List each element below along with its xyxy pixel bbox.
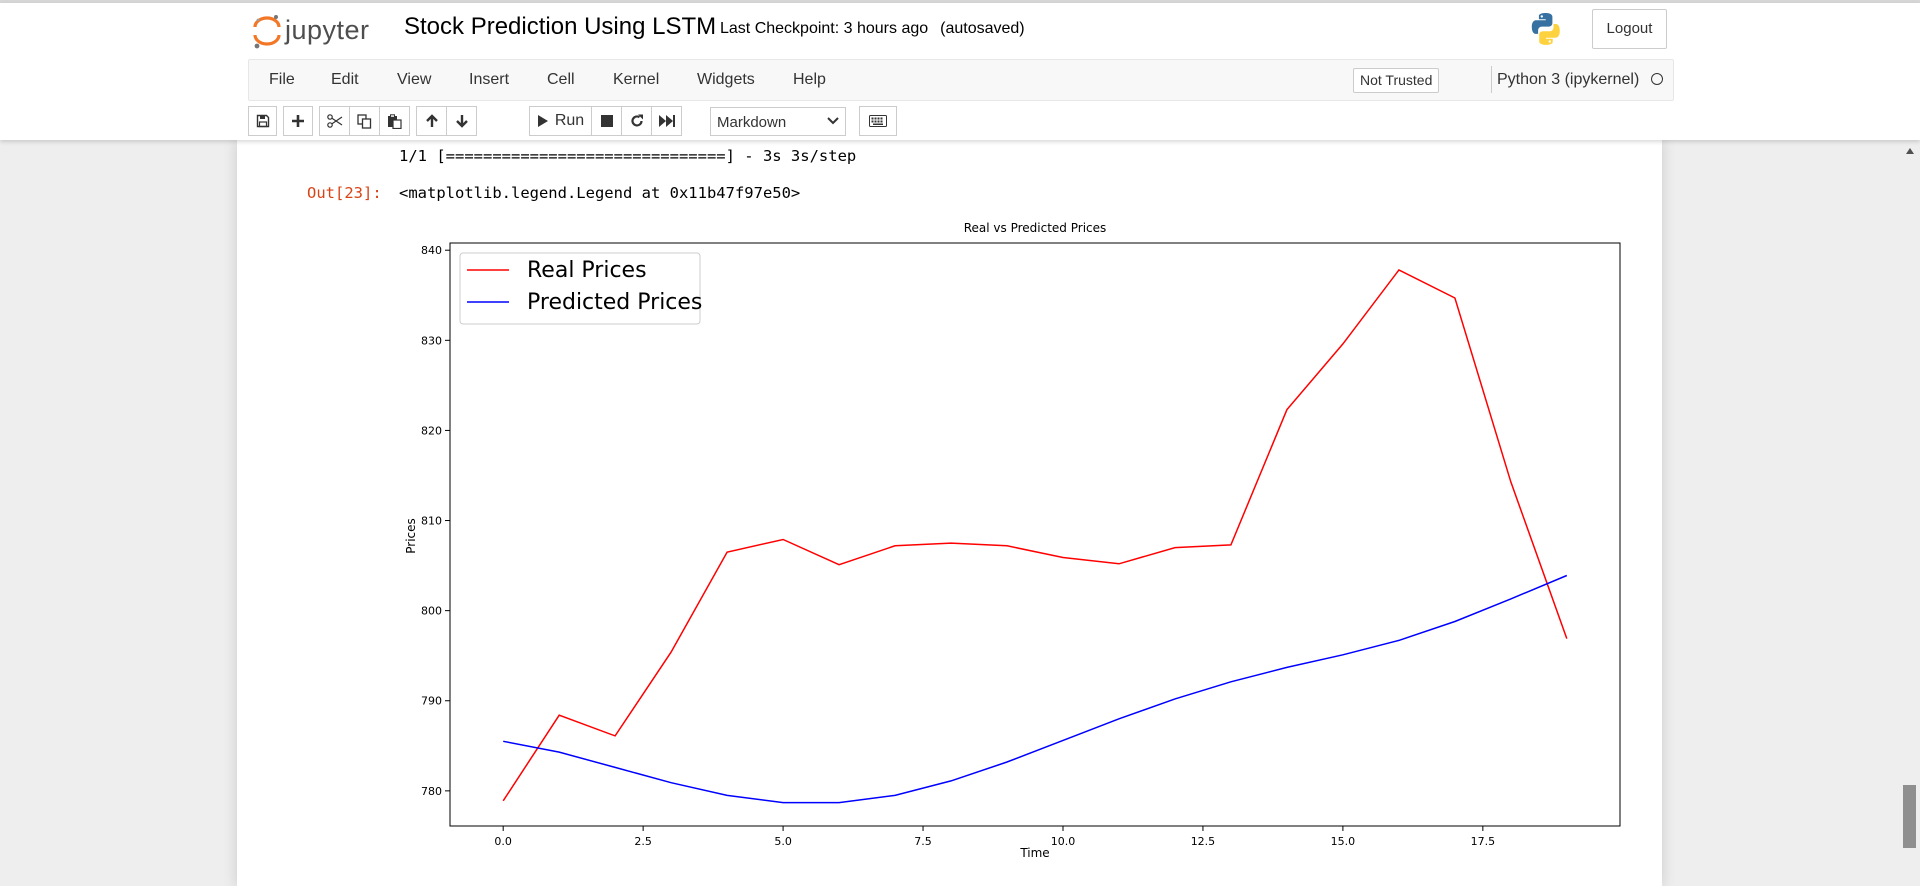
y-tick-label: 840 — [421, 244, 442, 257]
restart-icon — [630, 114, 643, 127]
real-prices-line — [502, 269, 1568, 802]
interrupt-button[interactable] — [591, 106, 622, 136]
y-tick-label: 780 — [421, 785, 442, 798]
x-tick-label: 17.5 — [1471, 835, 1496, 848]
stop-icon — [600, 115, 613, 127]
x-axis-label: Time — [1019, 846, 1049, 860]
top-border — [0, 0, 1920, 3]
menu-widgets[interactable]: Widgets — [697, 71, 755, 88]
y-tick-label: 830 — [421, 334, 442, 347]
fast-forward-icon — [658, 115, 675, 127]
cut-icon — [326, 114, 342, 128]
jupyter-wordmark: jupyter — [285, 15, 370, 45]
save-icon — [256, 114, 269, 128]
scrollbar[interactable] — [1900, 140, 1920, 886]
checkpoint-status: Last Checkpoint: 3 hours ago (autosaved) — [720, 20, 1025, 38]
legend-label-real: Real Prices — [527, 258, 647, 283]
legend-box — [459, 252, 701, 325]
x-tick-label: 10.0 — [1051, 835, 1076, 848]
menu-view[interactable]: View — [397, 71, 432, 88]
notebook-header: jupyter Stock Prediction Using LSTM Last… — [0, 3, 1920, 140]
move-down-button[interactable] — [446, 106, 477, 136]
cell-type-value: Markdown — [717, 114, 787, 131]
cut-button[interactable] — [319, 106, 350, 136]
x-tick-label: 5.0 — [774, 835, 792, 848]
plus-icon — [292, 115, 304, 127]
plot-area — [449, 242, 1621, 827]
y-tick-label: 810 — [421, 515, 442, 528]
menu-bar: File Edit View Insert Cell Kernel Widget… — [248, 59, 1674, 101]
kernel-name[interactable]: Python 3 (ipykernel) — [1497, 71, 1640, 88]
x-tick-label: 7.5 — [914, 835, 932, 848]
predicted-prices-line — [503, 574, 1568, 804]
notebook-title[interactable]: Stock Prediction Using LSTM — [404, 13, 717, 40]
insert-cell-button[interactable] — [283, 106, 313, 136]
restart-run-all-button[interactable] — [651, 106, 682, 136]
output-prompt: Out[23]: — [307, 184, 382, 202]
line-chart: Real vs Predicted Prices 0.0 2.5 5.0 7.5 10.… — [404, 221, 1621, 860]
copy-icon — [357, 113, 372, 129]
y-tick-label: 800 — [421, 605, 442, 618]
paste-button[interactable] — [379, 106, 410, 136]
python-logo-icon — [1528, 11, 1564, 52]
notebook-container: 1/1 [==============================] - 3… — [237, 140, 1662, 886]
arrow-down-icon — [455, 115, 468, 128]
y-tick-label: 790 — [421, 695, 442, 708]
legend: Real Prices Predicted Prices — [459, 252, 702, 325]
y-axis-ticks: 780 790 800 810 820 830 840 — [421, 244, 450, 798]
jupyter-logo-icon — [253, 15, 281, 49]
restart-button[interactable] — [621, 106, 652, 136]
scrollbar-thumb[interactable] — [1903, 785, 1916, 848]
keyboard-icon — [869, 115, 887, 127]
output-progress-line: 1/1 [==============================] - 3… — [399, 147, 857, 165]
arrow-up-icon — [425, 114, 438, 127]
chart-title: Real vs Predicted Prices — [964, 221, 1107, 235]
jupyter-logo[interactable]: jupyter — [251, 11, 381, 51]
run-label: Run — [554, 112, 585, 129]
autosave-status: (autosaved) — [940, 20, 1025, 37]
menu-file[interactable]: File — [269, 71, 295, 88]
x-tick-label: 0.0 — [494, 835, 512, 848]
kernel-idle-icon — [1651, 73, 1663, 85]
menu-insert[interactable]: Insert — [469, 71, 510, 88]
legend-label-predicted: Predicted Prices — [527, 290, 702, 315]
checkpoint-text: Last Checkpoint: 3 hours ago — [720, 20, 929, 37]
y-tick-label: 820 — [421, 424, 442, 437]
menu-edit[interactable]: Edit — [331, 71, 359, 88]
series-lines — [502, 269, 1568, 804]
kernel-divider — [1491, 66, 1492, 93]
menu-cell[interactable]: Cell — [547, 71, 575, 88]
menu-help[interactable]: Help — [793, 71, 826, 88]
play-icon — [537, 115, 548, 127]
cell-type-select[interactable]: Markdown — [710, 107, 846, 136]
output-text: <matplotlib.legend.Legend at 0x11b47f97e… — [399, 184, 801, 202]
x-axis-ticks: 0.0 2.5 5.0 7.5 10.0 12.5 15.0 17.5 — [494, 826, 1495, 848]
move-up-button[interactable] — [416, 106, 447, 136]
x-tick-label: 15.0 — [1331, 835, 1356, 848]
x-tick-label: 2.5 — [634, 835, 652, 848]
y-axis-label: Prices — [404, 518, 418, 554]
copy-button[interactable] — [349, 106, 380, 136]
logout-button[interactable]: Logout — [1592, 9, 1667, 49]
save-button[interactable] — [248, 106, 277, 136]
x-tick-label: 12.5 — [1191, 835, 1216, 848]
chevron-down-icon — [827, 117, 839, 125]
scroll-up-arrow-icon[interactable] — [1906, 148, 1914, 154]
command-palette-button[interactable] — [859, 106, 897, 136]
menu-kernel[interactable]: Kernel — [613, 71, 660, 88]
run-button[interactable]: Run — [529, 106, 592, 136]
not-trusted-button[interactable]: Not Trusted — [1353, 68, 1440, 93]
paste-icon — [388, 113, 402, 129]
